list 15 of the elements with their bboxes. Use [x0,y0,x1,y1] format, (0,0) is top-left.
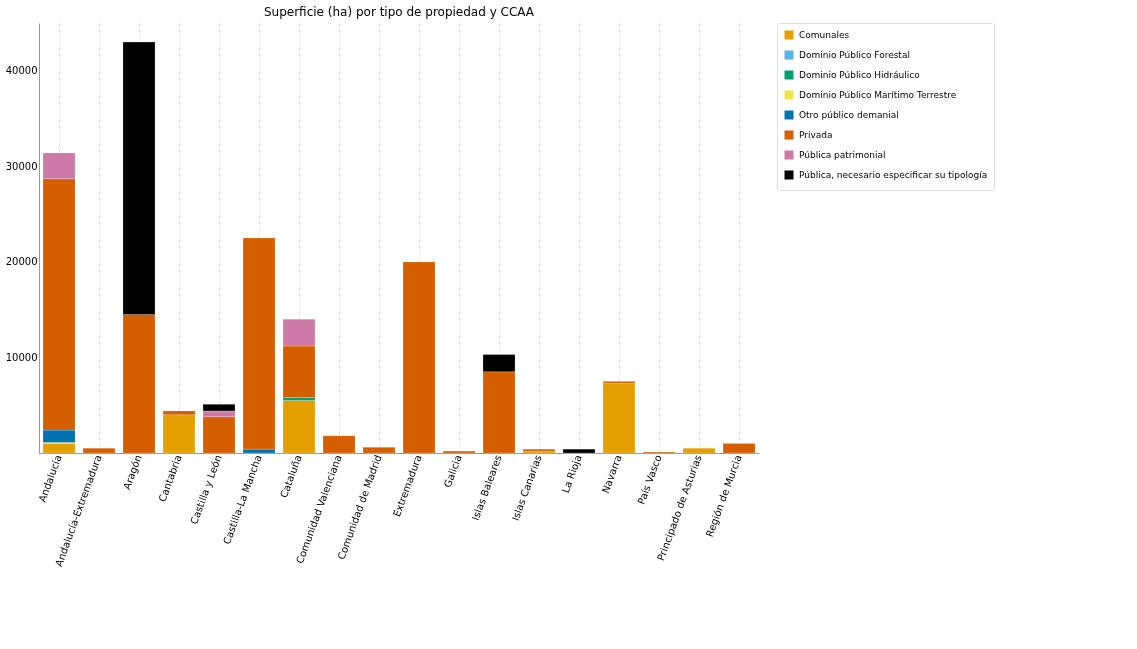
legend-label: Otro público demanial [799,110,899,120]
legend-label: Dominio Público Forestal [799,50,910,60]
y-tick-label: 30000 [5,160,38,172]
legend-label: Dominio Público Marítimo Terrestre [799,90,957,100]
y-tick-label: 40000 [5,65,38,77]
y-tick-label: 20000 [5,256,38,268]
y-tick-label: 10000 [5,351,38,363]
x-tick-label: La Rioja [559,453,584,495]
x-tick-label: País Vasco [635,453,664,506]
chart-title: Superficie (ha) por tipo de propiedad y CCAA [263,4,535,19]
legend-label: Dominio Público Hidráulico [799,70,921,80]
legend-label: Comunales [799,30,850,40]
legend-label: Pública patrimonial [799,150,886,160]
legend-label: Privada [799,130,833,140]
legend-label: Pública, necesario especificar su tipología [799,170,988,180]
